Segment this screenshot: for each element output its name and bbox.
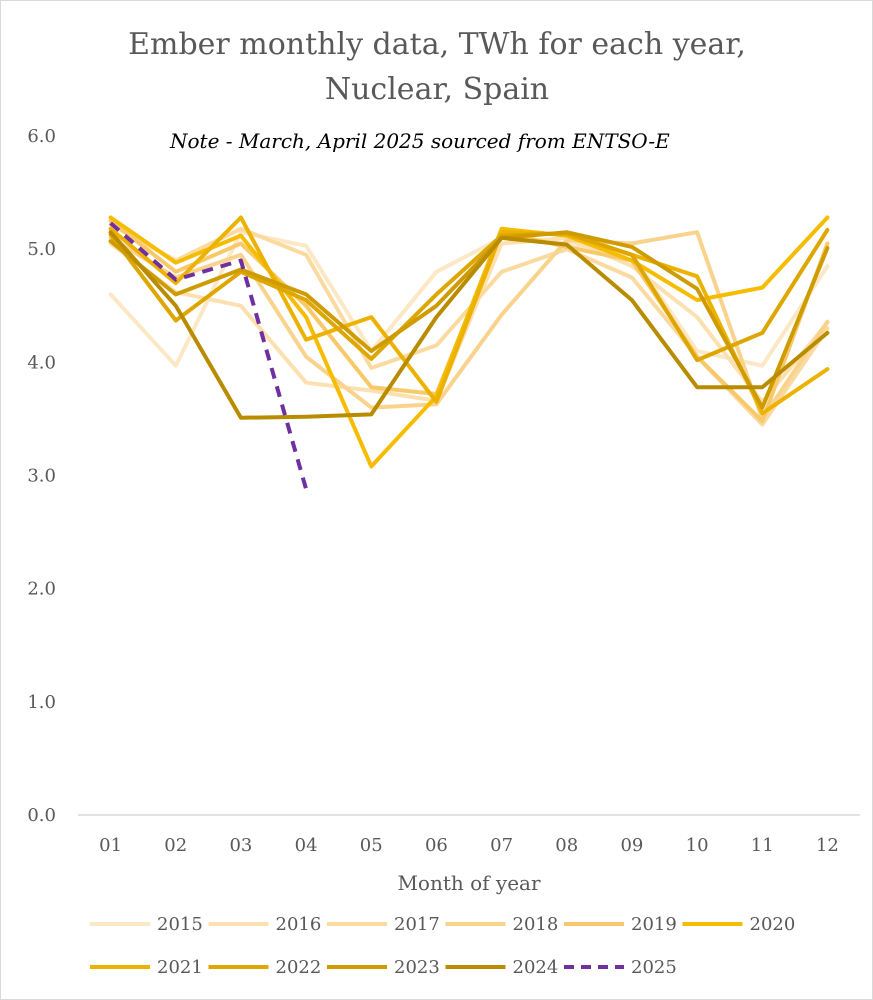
legend-label-2017: 2017	[394, 914, 440, 935]
chart-annotation: Note - March, April 2025 sourced from EN…	[169, 129, 670, 153]
series-line-2022	[108, 227, 830, 363]
y-tick-label: 4.0	[27, 352, 56, 373]
x-tick-label: 11	[751, 835, 774, 856]
chart-title-line-2: Nuclear, Spain	[325, 72, 549, 107]
x-tick-label: 10	[686, 835, 709, 856]
x-tick-label: 08	[555, 835, 578, 856]
x-tick-label: 09	[620, 835, 643, 856]
legend-label-2025: 2025	[631, 957, 677, 978]
legend: 2015 2016 2017 2018 2019 2020 2021 2022 2023 2024…	[90, 914, 795, 978]
legend-label-2015: 2015	[157, 914, 203, 935]
x-tick-label: 03	[229, 835, 252, 856]
legend-label-2022: 2022	[276, 957, 322, 978]
y-tick-label: 6.0	[27, 126, 56, 147]
y-axis-ticks: 0.0 1.0 2.0 3.0 4.0 5.0 6.0	[27, 126, 56, 826]
y-tick-label: 2.0	[27, 579, 56, 600]
x-tick-label: 05	[360, 835, 383, 856]
legend-label-2019: 2019	[631, 914, 677, 935]
chart-title-line-1: Ember monthly data, TWh for each year,	[128, 27, 746, 62]
y-tick-label: 0.0	[27, 805, 56, 826]
x-tick-label: 01	[99, 835, 122, 856]
x-axis-title: Month of year	[397, 871, 541, 895]
legend-label-2023: 2023	[394, 957, 440, 978]
series-line-2025	[109, 221, 309, 490]
series-line-2018	[108, 230, 830, 421]
y-tick-label: 5.0	[27, 239, 56, 260]
y-tick-label: 3.0	[27, 466, 56, 487]
x-tick-label: 12	[816, 835, 839, 856]
legend-label-2020: 2020	[750, 914, 796, 935]
legend-label-2018: 2018	[513, 914, 559, 935]
x-tick-label: 07	[490, 835, 513, 856]
legend-label-2024: 2024	[513, 957, 559, 978]
series-line-2023	[108, 230, 830, 410]
legend-label-2016: 2016	[276, 914, 322, 935]
series-line-2021	[108, 215, 830, 416]
legend-label-2021: 2021	[157, 957, 203, 978]
x-axis-ticks: 01 02 03 04 05 06 07 08 09 10 11 12	[99, 835, 839, 856]
x-tick-label: 06	[425, 835, 448, 856]
series-line-2024	[108, 230, 830, 420]
x-tick-label: 04	[295, 835, 318, 856]
x-tick-label: 02	[164, 835, 187, 856]
series-lines	[108, 215, 830, 490]
y-tick-label: 1.0	[27, 692, 56, 713]
